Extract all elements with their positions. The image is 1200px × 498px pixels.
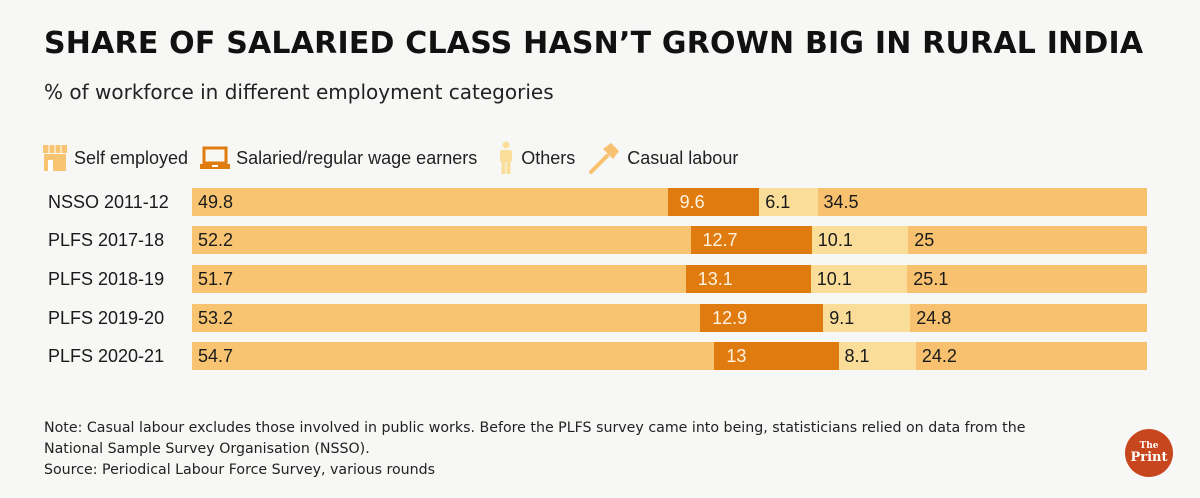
chart-subtitle: % of workforce in different employment c… xyxy=(44,80,554,104)
bar-segment-salaried: 12.9 xyxy=(700,304,824,332)
data-label: 24.2 xyxy=(921,346,957,366)
category-label: NSSO 2011-12 xyxy=(48,192,169,212)
data-label: 53.2 xyxy=(198,308,234,328)
bar-segment-self-employed: 52.2 xyxy=(192,226,691,254)
category-label: PLFS 2017-18 xyxy=(48,230,165,250)
legend: Self employed Salaried/regular wage earn… xyxy=(42,141,742,175)
legend-label: Self employed xyxy=(74,147,189,168)
data-label: 10.1 xyxy=(816,269,852,289)
bar-segment-casual-labour: 34.5 xyxy=(817,188,1147,216)
legend-label: Salaried/regular wage earners xyxy=(236,147,478,168)
source-text: Source: Periodical Labour Force Survey, … xyxy=(44,462,436,478)
data-label: 6.1 xyxy=(765,192,791,212)
bar-segment-others: 10.1 xyxy=(810,265,908,293)
data-label: 25 xyxy=(914,230,935,250)
bar-segment-self-employed: 49.8 xyxy=(192,188,668,216)
legend-item-self-employed: Self employed xyxy=(42,144,188,172)
legend-item-casual-labour: Casual labour xyxy=(587,141,738,175)
bar-segment-others: 6.1 xyxy=(759,188,818,216)
bar-segment-self-employed: 54.7 xyxy=(192,342,715,370)
bar-segment-others: 9.1 xyxy=(823,304,911,332)
bar-segment-salaried: 13.1 xyxy=(685,265,811,293)
legend-label: Casual labour xyxy=(627,147,739,168)
data-label: 25.1 xyxy=(913,269,949,289)
category-label: PLFS 2020-21 xyxy=(48,346,165,366)
bar-segment-salaried: 9.6 xyxy=(667,188,760,216)
note-text: Note: Casual labour excludes those invol… xyxy=(44,420,1026,457)
legend-item-salaried: Salaried/regular wage earners xyxy=(200,146,477,170)
bar-segment-casual-labour: 24.2 xyxy=(915,342,1147,370)
shop-icon xyxy=(43,145,67,171)
data-label: 13 xyxy=(726,346,747,366)
data-label: 12.7 xyxy=(702,230,738,250)
bar-segment-casual-labour: 25 xyxy=(908,226,1148,254)
logo-line-1: The xyxy=(1139,441,1159,451)
category-label: PLFS 2018-19 xyxy=(48,269,165,289)
theprint-logo: The Print xyxy=(1125,429,1173,477)
data-label: 51.7 xyxy=(198,269,234,289)
bar-segment-casual-labour: 25.1 xyxy=(907,265,1147,293)
logo-line-2: Print xyxy=(1130,450,1168,465)
bar-segment-salaried: 13 xyxy=(714,342,839,370)
laptop-icon xyxy=(200,146,231,169)
data-label: 34.5 xyxy=(823,192,859,212)
bar-segment-others: 10.1 xyxy=(811,226,909,254)
data-label: 10.1 xyxy=(817,230,853,250)
legend-label: Others xyxy=(521,147,576,168)
data-label: 52.2 xyxy=(198,230,234,250)
data-label: 9.6 xyxy=(679,192,705,212)
data-label: 8.1 xyxy=(844,346,870,366)
bar-segment-casual-labour: 24.8 xyxy=(910,304,1147,332)
data-label: 13.1 xyxy=(697,269,733,289)
data-label: 12.9 xyxy=(712,308,748,328)
data-label: 54.7 xyxy=(198,346,234,366)
data-label: 24.8 xyxy=(916,308,952,328)
bar-segment-salaried: 12.7 xyxy=(690,226,812,254)
hammer-icon xyxy=(589,143,620,174)
category-label: PLFS 2019-20 xyxy=(48,308,165,328)
data-label: 9.1 xyxy=(829,308,855,328)
data-label: 49.8 xyxy=(198,192,234,212)
footnote: Note: Casual labour excludes those invol… xyxy=(44,418,1084,481)
bar-segment-self-employed: 51.7 xyxy=(192,265,686,293)
chart-title: SHARE OF SALARIED CLASS HASN’T GROWN BIG… xyxy=(44,26,1144,61)
bar-segment-self-employed: 53.2 xyxy=(192,304,701,332)
legend-item-others: Others xyxy=(497,141,575,175)
bar-segment-others: 8.1 xyxy=(838,342,916,370)
person-icon xyxy=(500,141,513,174)
